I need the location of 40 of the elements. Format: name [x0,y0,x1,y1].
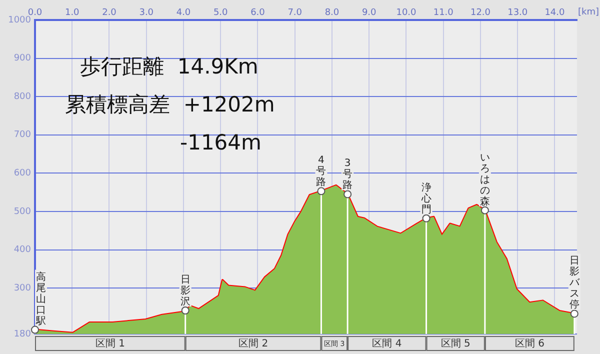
y-tick-label: 500 [14,206,32,217]
ref-line-label: 浄心門 [420,181,432,216]
x-tick-label: 4.0 [176,8,191,18]
text: 区間 6 [514,338,544,350]
x-tick-label: 5.0 [213,8,228,18]
ref-line-label: 高尾山口駅 [35,270,46,327]
ref-line-label: 日影沢 [180,274,190,308]
x-tick-label: 14.0 [544,8,566,18]
x-tick-label: 6.0 [250,8,266,18]
y-tick-label: 1000 [8,15,32,26]
y-tick-label: 180 [14,329,32,340]
y-tick-label: 600 [14,168,32,179]
x-axis-title: [km] [578,7,600,18]
x-tick-label: 10.0 [396,8,417,18]
text: 区間 4 [372,338,402,350]
x-tick-label: 13.0 [508,8,528,18]
x-tick-label: 0.0 [28,8,42,18]
ref-line-label: 日影バス停 [568,256,580,311]
annotation: 歩行距離 14.9Km [80,54,258,78]
text: 区間 5 [440,338,470,350]
x-tick-label: 8.0 [324,8,340,18]
x-tick-label: 7.0 [288,8,302,18]
text: 区間 1 [95,338,125,350]
text: 区間 2 [238,338,268,350]
x-tick-label: 1.0 [64,8,80,18]
y-tick-label: 700 [14,130,32,140]
annotation: -1164m [180,130,262,154]
x-tick-label: 12.0 [470,8,491,18]
annotation: 累積標高差 +1202m [65,92,275,116]
ref-line-label: いろはの森 [480,152,490,208]
ref-line-label: 4号路 [316,155,326,188]
x-tick-label: 11.0 [433,8,454,18]
y-tick-label: 800 [14,92,32,102]
ref-line-label: 3号路 [342,158,353,192]
x-tick-label: 2.0 [102,8,117,18]
x-tick-label: 9.0 [362,8,377,18]
y-tick-label: 400 [14,245,32,256]
y-tick-label: 900 [14,54,32,64]
y-tick-label: 300 [14,283,32,294]
x-tick-label: 3.0 [139,8,154,18]
